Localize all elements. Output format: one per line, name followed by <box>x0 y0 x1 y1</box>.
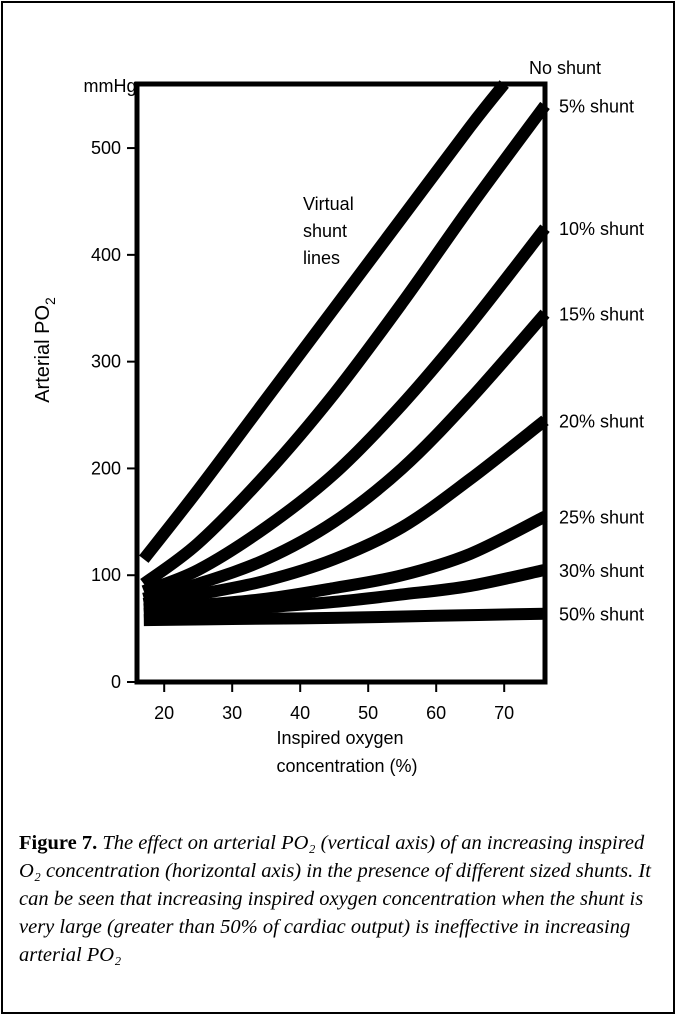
series-label-5pct-shunt: 5% shunt <box>559 96 634 116</box>
y-tick-label-100: 100 <box>91 565 121 585</box>
plot-area-frame <box>134 81 548 685</box>
y-tick-label-200: 200 <box>91 458 121 478</box>
series-label-no-shunt: No shunt <box>529 58 601 78</box>
y-unit-label: mmHg <box>84 76 137 96</box>
y-tick-label-300: 300 <box>91 352 121 372</box>
series-label-15pct-shunt: 15% shunt <box>559 305 644 325</box>
x-tick-label-30: 30 <box>222 703 242 723</box>
x-axis-title-line-1: Inspired oxygen <box>276 728 403 748</box>
x-axis-title-line-2: concentration (%) <box>276 756 417 776</box>
series-line-25pct-shunt <box>143 511 548 616</box>
series-label-25pct-shunt: 25% shunt <box>559 507 644 527</box>
annotation-line-2: shunt <box>303 221 347 241</box>
figure-label: Figure 7. <box>19 832 98 854</box>
series-line-no-shunt <box>139 80 509 563</box>
series-line-15pct-shunt <box>142 309 550 605</box>
series-line-50pct-shunt <box>143 607 546 627</box>
series-line-10pct-shunt <box>141 224 550 597</box>
series-label-50pct-shunt: 50% shunt <box>559 605 644 625</box>
y-axis-title-subscript: 2 <box>42 297 58 305</box>
y-tick-label-500: 500 <box>91 138 121 158</box>
x-tick-label-60: 60 <box>426 703 446 723</box>
series-label-20pct-shunt: 20% shunt <box>559 411 644 431</box>
shunt-chart: 20 30 40 50 60 70 0 100 200 300 400 500 No shunt 5% s… <box>32 58 644 776</box>
chart-marks: 20 30 40 50 60 70 0 100 200 300 400 500 No shunt 5% s… <box>91 58 644 723</box>
x-tick-label-40: 40 <box>290 703 310 723</box>
y-tick-label-0: 0 <box>111 672 121 692</box>
series-label-10pct-shunt: 10% shunt <box>559 219 644 239</box>
x-tick-label-50: 50 <box>358 703 378 723</box>
series-line-30pct-shunt <box>143 564 547 620</box>
annotation-line-3: lines <box>303 248 340 268</box>
series-label-30pct-shunt: 30% shunt <box>559 561 644 581</box>
x-tick-label-70: 70 <box>494 703 514 723</box>
y-axis-title-main: Arterial PO <box>32 305 54 403</box>
series-line-20pct-shunt <box>142 415 549 610</box>
annotation-line-1: Virtual <box>303 194 354 214</box>
series-line-5pct-shunt <box>140 101 550 589</box>
y-tick-label-400: 400 <box>91 245 121 265</box>
figure-caption: Figure 7. The effect on arterial PO₂ (ve… <box>19 829 659 969</box>
y-axis-title: Arterial PO2 <box>32 297 58 403</box>
x-tick-label-20: 20 <box>154 703 174 723</box>
caption-text: The effect on arterial PO₂ (vertical axi… <box>19 832 651 966</box>
